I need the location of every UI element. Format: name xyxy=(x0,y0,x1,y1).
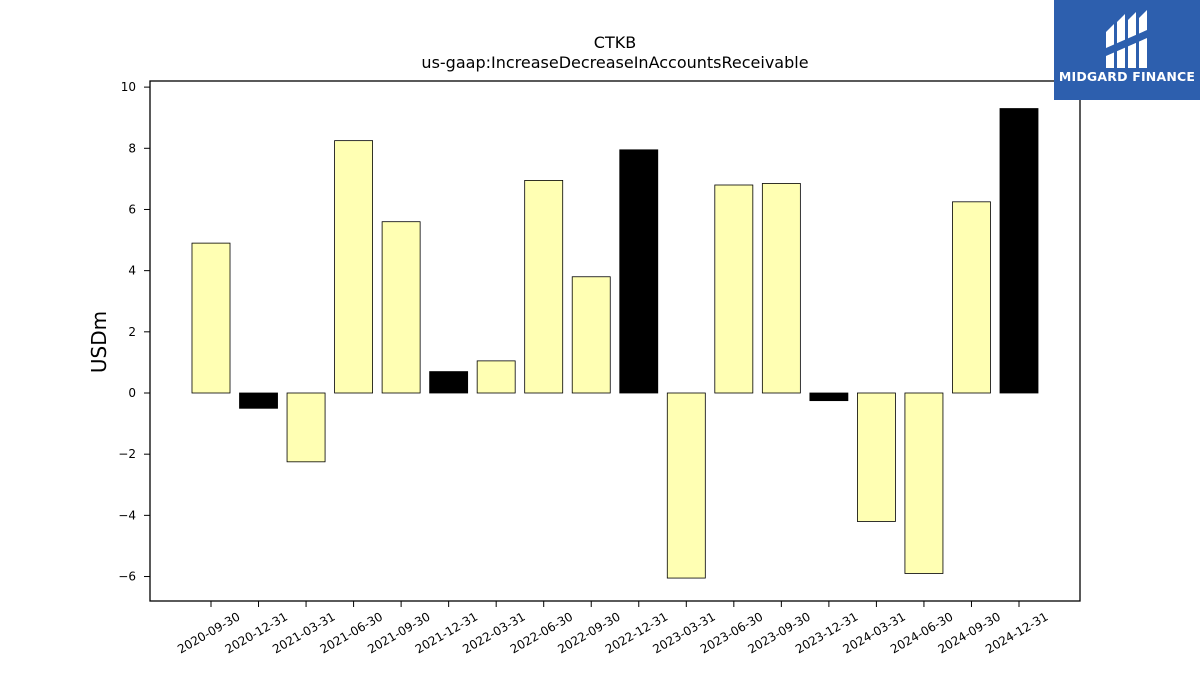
y-tick-label: 0 xyxy=(128,386,136,400)
bar xyxy=(904,392,944,574)
y-tick-label: 4 xyxy=(128,264,136,278)
y-tick-label: −2 xyxy=(118,447,136,461)
bar xyxy=(571,276,611,394)
bar xyxy=(761,183,801,394)
bar xyxy=(952,201,991,394)
bar xyxy=(239,392,278,409)
bar xyxy=(476,360,516,394)
bars-layer xyxy=(191,108,1039,579)
bar xyxy=(999,108,1039,394)
bar xyxy=(429,371,469,394)
y-tick-label: −4 xyxy=(118,508,136,522)
y-axis-label: USDm xyxy=(87,311,111,373)
midgard-m-mark-icon xyxy=(1106,10,1147,68)
bar xyxy=(286,392,326,463)
brand-name: MIDGARD FINANCE xyxy=(1058,69,1196,84)
y-tick-label: 10 xyxy=(121,80,136,94)
chart-subtitle: us-gaap:IncreaseDecreaseInAccountsReceiv… xyxy=(421,53,808,72)
bar xyxy=(809,392,849,402)
y-axis: −6 −4 −2 0 2 4 6 8 10 xyxy=(118,80,150,584)
bar xyxy=(381,221,421,394)
bar xyxy=(191,242,231,394)
y-tick-label: 6 xyxy=(128,202,136,216)
bar xyxy=(666,392,706,579)
bar xyxy=(334,140,373,394)
plot-frame xyxy=(149,80,1081,602)
y-tick-label: 2 xyxy=(128,325,136,339)
brand-logo: MIDGARD FINANCE xyxy=(1054,0,1200,100)
bar xyxy=(714,184,754,394)
y-tick-label: −6 xyxy=(118,570,136,584)
bar xyxy=(619,149,659,394)
y-tick-label: 8 xyxy=(128,141,136,155)
chart-title: CTKB xyxy=(594,33,636,52)
x-axis: 2020-09-302020-12-312021-03-312021-06-30… xyxy=(175,601,1051,656)
bar xyxy=(857,392,896,522)
bar xyxy=(524,180,564,394)
